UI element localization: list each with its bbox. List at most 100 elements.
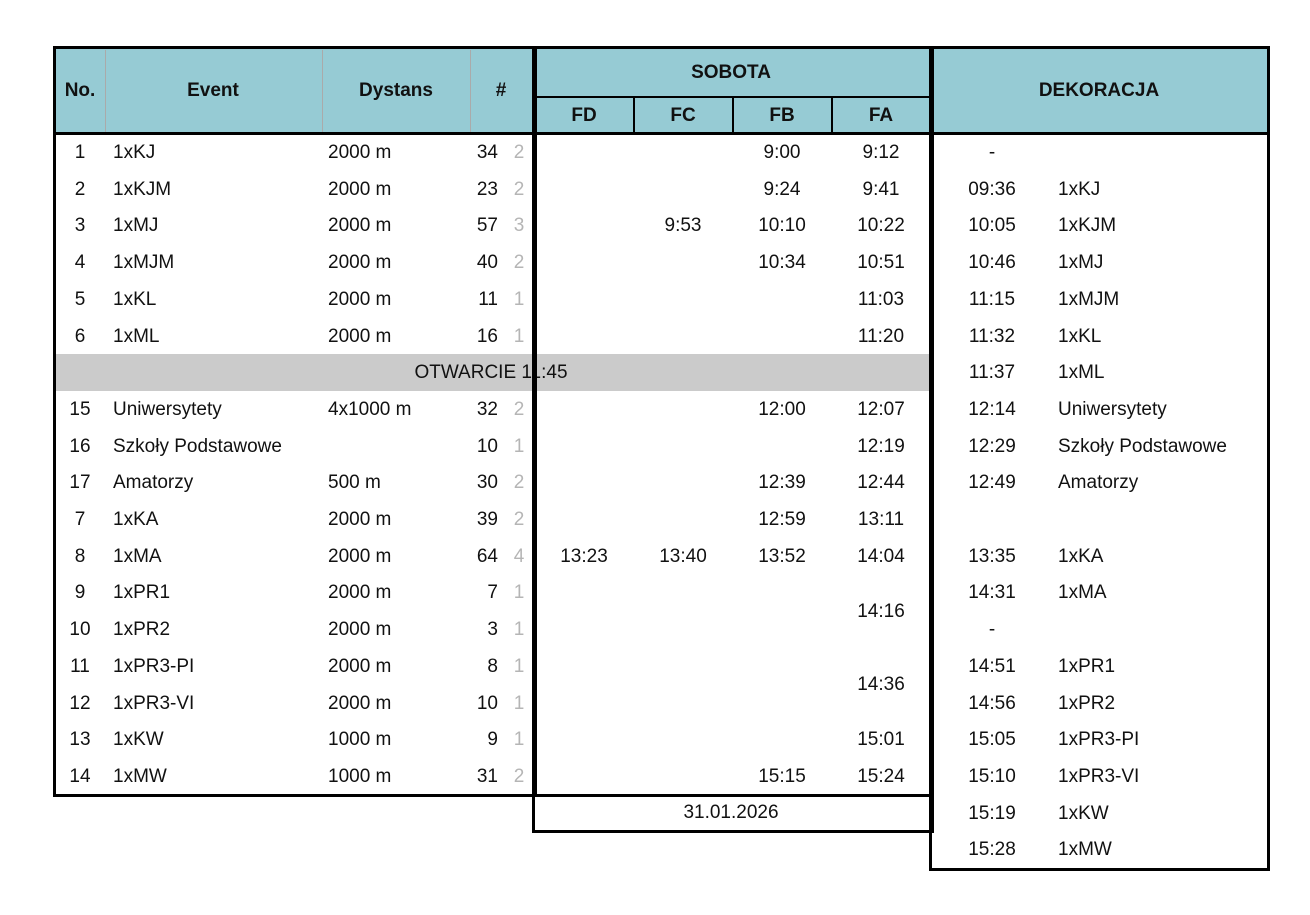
event-count: 9 — [487, 729, 498, 751]
decoration-time: 11:15 — [968, 288, 1016, 310]
event-heats: 1 — [513, 582, 525, 604]
decoration-time: 12:29 — [968, 435, 1016, 457]
decoration-time: 12:14 — [968, 398, 1016, 420]
event-no: 9 — [74, 582, 86, 604]
event-no: 8 — [74, 545, 86, 567]
decoration-time: - — [988, 142, 996, 163]
event-count: 7 — [487, 582, 498, 604]
decoration-event: 1xMA — [1058, 582, 1107, 604]
decoration-time: 14:56 — [968, 692, 1016, 714]
event-no: 3 — [74, 215, 86, 237]
event-heats: 1 — [513, 655, 525, 677]
decoration-event: 1xKJM — [1058, 215, 1117, 237]
event-heats: 2 — [513, 765, 525, 787]
event-distance: 4x1000 m — [328, 398, 412, 420]
decoration-event: 1xMW — [1058, 839, 1112, 861]
event-name: 1xPR1 — [113, 582, 171, 604]
event-name: 1xMJ — [113, 215, 159, 237]
event-no: 4 — [74, 252, 86, 274]
header-fc: FC — [670, 105, 696, 126]
decoration-event: 1xPR3-VI — [1058, 765, 1140, 787]
time-fb: 9:00 — [763, 142, 801, 163]
time-fb: 12:39 — [758, 472, 806, 494]
event-no: 17 — [69, 472, 91, 494]
decoration-event: Szkoły Podstawowe — [1058, 435, 1227, 457]
event-heats: 2 — [513, 509, 525, 530]
decoration-time: 14:51 — [968, 655, 1016, 677]
event-no: 6 — [74, 325, 86, 347]
event-heats: 2 — [513, 472, 525, 494]
header-fa: FA — [868, 105, 894, 126]
event-no: 10 — [69, 619, 91, 641]
decoration-time: 10:05 — [968, 215, 1016, 237]
time-fa: 12:07 — [857, 398, 905, 420]
decoration-event: 1xKL — [1058, 325, 1102, 347]
event-count: 39 — [476, 509, 498, 530]
header-fb: FB — [769, 105, 795, 126]
decoration-event: 1xML — [1058, 362, 1105, 384]
time-fb: 13:52 — [758, 545, 806, 567]
header-day: SOBOTA — [691, 62, 771, 83]
time-fc: 9:53 — [664, 215, 702, 237]
time-fb: 12:00 — [758, 398, 806, 420]
header-left — [55, 48, 534, 134]
event-distance: 2000 m — [328, 582, 392, 604]
event-count: 64 — [476, 545, 498, 567]
event-count: 30 — [476, 472, 498, 494]
time-fa: 14:36 — [857, 674, 905, 696]
event-heats: 1 — [513, 435, 525, 457]
date-box — [532, 794, 934, 833]
event-name: 1xMA — [113, 545, 162, 567]
event-distance: 2000 m — [328, 692, 392, 714]
event-heats: 1 — [513, 729, 525, 751]
decoration-time: 14:31 — [968, 582, 1016, 604]
decoration-event: 1xMJ — [1058, 252, 1104, 274]
event-count: 57 — [476, 215, 498, 237]
time-fb: 12:59 — [758, 509, 806, 530]
time-fa: 11:20 — [857, 325, 905, 347]
decoration-event: 1xPR1 — [1058, 655, 1116, 677]
time-fd: 13:23 — [560, 545, 608, 567]
decoration-time: - — [988, 619, 996, 641]
event-no: 1 — [74, 142, 86, 163]
event-name: Szkoły Podstawowe — [113, 435, 282, 457]
event-count: 40 — [476, 252, 498, 274]
header-decoration — [931, 48, 1268, 134]
time-fb: 15:15 — [758, 765, 806, 787]
event-no: 13 — [69, 729, 91, 751]
event-no: 16 — [69, 435, 91, 457]
event-name: 1xPR2 — [113, 619, 171, 641]
event-distance: 2000 m — [328, 178, 392, 200]
event-name: 1xKW — [113, 729, 164, 751]
time-fa: 12:19 — [857, 435, 905, 457]
decoration-time: 11:32 — [968, 325, 1016, 347]
header-count: # — [495, 80, 507, 101]
decoration-time: 15:05 — [968, 729, 1016, 751]
break-row — [55, 354, 931, 391]
event-no: 7 — [74, 509, 86, 530]
event-count: 31 — [476, 765, 498, 787]
event-no: 14 — [69, 765, 91, 787]
event-distance: 1000 m — [328, 765, 392, 787]
event-count: 3 — [487, 619, 498, 641]
event-name: 1xPR3-VI — [113, 692, 195, 714]
event-distance: 500 m — [328, 472, 381, 494]
decoration-time: 15:28 — [968, 839, 1016, 861]
event-heats: 2 — [513, 178, 525, 200]
date: 31.01.2026 — [683, 802, 779, 823]
event-count: 8 — [487, 655, 498, 677]
time-fb: 9:24 — [763, 178, 801, 200]
time-fa: 12:44 — [857, 472, 905, 494]
event-name: 1xKA — [113, 509, 159, 530]
decoration-event: 1xPR3-PI — [1058, 729, 1140, 751]
event-heats: 1 — [513, 692, 525, 714]
event-distance: 1000 m — [328, 729, 392, 751]
event-count: 10 — [476, 692, 498, 714]
header-decoration-label: DEKORACJA — [1038, 80, 1160, 101]
time-fa: 14:04 — [857, 545, 905, 567]
header-distance: Dystans — [359, 80, 433, 101]
decoration-time: 15:19 — [968, 802, 1016, 824]
decoration-event: 1xPR2 — [1058, 692, 1116, 714]
header-fd: FD — [571, 105, 597, 126]
time-fa: 9:12 — [862, 142, 900, 163]
